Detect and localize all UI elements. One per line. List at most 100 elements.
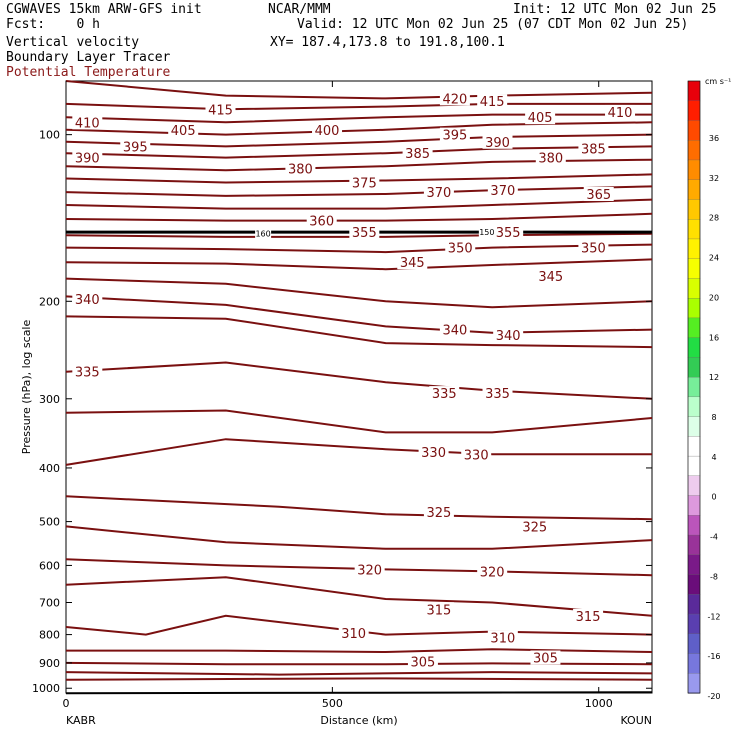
contour-label-7: 400	[315, 124, 340, 139]
contour-label-25: 345	[400, 256, 425, 271]
color-bar: 36 32 28 24 20 16 12 8 4 0 -4 -8 -12 -16 -20	[687, 80, 721, 701]
contour-label-33: 330	[421, 446, 446, 461]
plot-frame	[65, 80, 653, 694]
color-bar-swatch-13	[687, 337, 701, 359]
color-bar-label-14: -20	[707, 692, 720, 701]
contour-label-14: 380	[288, 162, 313, 177]
contour-label-17: 370	[426, 186, 451, 201]
color-bar-swatch-25	[687, 574, 701, 595]
color-bar-label-1: 32	[709, 174, 719, 183]
color-bar-swatch-17	[687, 416, 701, 438]
contour-label-35-bg	[423, 504, 454, 519]
color-bar-label-9: 0	[711, 493, 716, 502]
contour-label-30-bg	[72, 364, 103, 379]
contour-label-37: 320	[357, 563, 382, 578]
contour-label-32: 335	[485, 387, 510, 402]
contour-label-9-bg	[439, 127, 470, 142]
contour-label-20-bg	[306, 213, 337, 228]
contour-label-43: 305	[411, 656, 436, 671]
field-label-vertical-velocity: Vertical velocity	[6, 35, 140, 50]
field-label-tracer: Boundary Layer Tracer	[6, 50, 171, 65]
contour-label-10-bg	[72, 150, 103, 165]
theta-contours	[65, 80, 653, 681]
theta-contour-0	[65, 80, 653, 100]
color-bar-swatch-2	[687, 120, 701, 141]
contour-label-27-bg	[72, 291, 103, 306]
contour-label-44: 305	[533, 652, 558, 667]
contour-label-5: 405	[171, 124, 196, 139]
contour-label-29-bg	[493, 327, 524, 342]
color-bar-label-5: 16	[709, 333, 719, 342]
init-time: Init: 12 UTC Mon 02 Jun 25	[513, 2, 717, 17]
tracer-label-1: 150	[479, 228, 494, 237]
color-bar-swatch-9	[687, 258, 701, 280]
theta-contour-25	[66, 648, 653, 654]
y-tick-label-600: 600	[39, 559, 60, 572]
theta-contour-10	[65, 212, 653, 222]
contour-label-44-bg	[530, 650, 561, 665]
contour-label-15-bg	[535, 150, 566, 165]
color-bar-frame	[687, 80, 701, 694]
x-end-label-right: KOUN	[620, 714, 652, 727]
color-bar-swatch-12	[687, 317, 701, 339]
theta-contour-2	[65, 113, 652, 124]
model-title: CGWAVES 15km ARW-GFS init	[6, 2, 202, 17]
theta-contour-13	[65, 258, 653, 271]
contour-label-36: 325	[522, 520, 547, 535]
theta-contour-27	[65, 671, 653, 676]
contour-label-12: 385	[405, 147, 430, 162]
contour-label-27: 340	[75, 293, 100, 308]
contour-label-0: 420	[442, 92, 467, 107]
contour-label-21: 355	[352, 226, 377, 241]
theta-contour-9	[65, 198, 653, 210]
color-bar-label-7: 8	[711, 413, 716, 422]
color-bar-label-2: 28	[709, 214, 719, 223]
contour-label-41-bg	[338, 626, 369, 641]
color-bar-swatch-22	[687, 515, 701, 536]
contour-label-3-bg	[72, 115, 103, 130]
theta-contour-23	[65, 576, 653, 617]
contour-label-41: 310	[341, 627, 366, 642]
theta-contour-21	[65, 525, 653, 550]
y-tick-label-800: 800	[39, 629, 60, 642]
contour-label-13: 385	[581, 143, 606, 158]
y-tick-label-100: 100	[39, 129, 60, 142]
color-bar-label-12: -12	[707, 612, 720, 621]
contour-label-33-bg	[418, 444, 449, 459]
y-tick-label-900: 900	[39, 657, 60, 670]
color-bar-swatch-27	[687, 613, 701, 635]
contour-label-31: 335	[432, 387, 457, 402]
contour-label-2-bg	[477, 94, 508, 109]
color-bar-label-3: 24	[709, 254, 719, 263]
theta-contour-4	[65, 133, 653, 148]
contour-label-16-bg	[349, 175, 380, 190]
color-bar-label-4: 20	[709, 293, 719, 302]
contour-label-42: 310	[490, 632, 515, 647]
contour-label-22: 355	[496, 226, 521, 241]
contour-label-24-bg	[578, 240, 609, 255]
y-axis-label: Pressure (hPa), log scale	[20, 320, 33, 455]
color-bar-swatch-1	[687, 100, 701, 122]
contour-label-9: 395	[442, 129, 467, 144]
theta-contour-16	[65, 315, 653, 349]
tracer-label-0: 160	[255, 230, 270, 239]
contour-label-14-bg	[285, 161, 316, 176]
contour-label-39: 315	[426, 603, 451, 618]
theta-contour-12	[65, 243, 653, 254]
contour-label-19: 365	[586, 188, 611, 203]
contour-label-28-bg	[439, 322, 470, 337]
contour-label-0-bg	[439, 91, 470, 106]
contour-label-4: 410	[608, 106, 633, 121]
valid-time: Valid: 12 UTC Mon 02 Jun 25 (07 CDT Mon …	[297, 17, 689, 32]
color-bar-swatch-19	[687, 455, 701, 477]
color-bar-swatch-8	[687, 238, 701, 260]
color-bar-swatch-28	[687, 633, 701, 655]
contour-label-43-bg	[407, 654, 438, 669]
color-bar-label-6: 12	[709, 373, 719, 382]
tracer-label-1-bg	[478, 227, 495, 237]
contour-label-38: 320	[480, 565, 505, 580]
contour-label-20: 360	[309, 215, 334, 230]
contour-label-40: 315	[576, 610, 601, 625]
field-label-potential-temperature: Potential Temperature	[6, 65, 171, 80]
